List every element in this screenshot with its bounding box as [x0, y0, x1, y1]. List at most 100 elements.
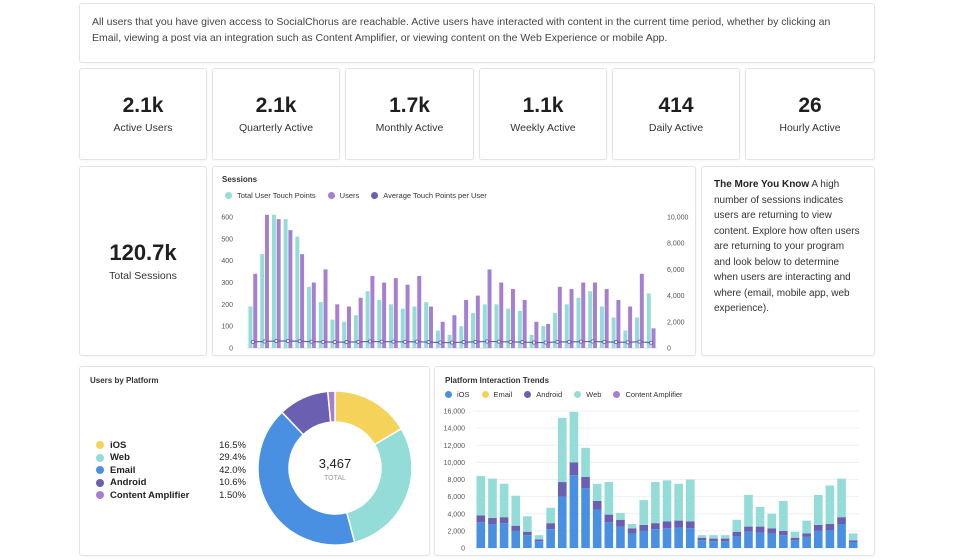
- bar-users: [475, 295, 480, 348]
- stacked-bar-segment: [744, 531, 753, 548]
- stacked-bar-segment: [802, 520, 811, 534]
- y-tick-label-left: 600: [221, 215, 233, 222]
- stacked-bar-segment: [744, 494, 753, 527]
- stacked-bar-segment: [813, 530, 823, 548]
- bar-touch-points: [459, 326, 464, 348]
- trends-chart-title: Platform Interaction Trends: [445, 376, 550, 385]
- total-sessions-card[interactable]: 120.7k Total Sessions: [79, 166, 207, 356]
- stat-label: Daily Active: [648, 122, 704, 134]
- info-text: All users that you have given access to …: [92, 16, 831, 44]
- bar-touch-points: [377, 299, 382, 348]
- y-tick-label: 4,000: [447, 511, 465, 518]
- stacked-bar-segment: [674, 527, 683, 548]
- bar-touch-points: [389, 304, 394, 348]
- bar-users: [264, 214, 269, 348]
- platform-legend-row[interactable]: Email 42.0%: [96, 464, 246, 477]
- bar-touch-points: [271, 214, 276, 348]
- stacked-bar-segment: [523, 535, 532, 548]
- platform-name: Android: [110, 477, 147, 489]
- stacked-bar-segment: [546, 523, 555, 530]
- platform-pct: 16.5%: [219, 439, 246, 451]
- legend-item[interactable]: Users: [327, 191, 360, 200]
- stat-hourly-active[interactable]: 26 Hourly Active: [745, 68, 875, 160]
- stacked-bar-segment: [767, 533, 777, 548]
- platform-name: Email: [110, 464, 136, 476]
- legend-item[interactable]: Email: [481, 390, 512, 399]
- bar-users: [288, 230, 293, 348]
- bar-users: [510, 289, 515, 348]
- point-average-touch-points: [625, 340, 630, 345]
- legend-item[interactable]: Content Amplifier: [613, 390, 683, 399]
- stat-daily-active[interactable]: 414 Daily Active: [612, 68, 740, 160]
- point-average-touch-points: [285, 338, 291, 344]
- stacked-bar-segment: [511, 525, 521, 531]
- bar-touch-points: [646, 293, 651, 348]
- point-average-touch-points: [426, 340, 431, 345]
- platform-legend-row[interactable]: Content Amplifier 1.50%: [96, 489, 246, 502]
- stacked-bar-segment: [767, 528, 777, 534]
- point-average-touch-points: [309, 339, 314, 344]
- total-sessions-value: 120.7k: [109, 240, 177, 265]
- stacked-bar-segment: [604, 522, 614, 548]
- stat-quarterly-active[interactable]: 2.1k Quarterly Active: [212, 68, 340, 160]
- bar-users: [346, 306, 351, 348]
- stacked-bar-segment: [837, 524, 846, 548]
- donut-slice: [326, 390, 336, 424]
- platform-legend-row[interactable]: Web 29.4%: [96, 452, 246, 465]
- point-average-touch-points: [496, 339, 501, 344]
- stacked-bar-segment: [674, 520, 683, 528]
- platform-legend-row[interactable]: Android 10.6%: [96, 477, 246, 490]
- stacked-bar-segment: [755, 532, 765, 548]
- point-average-touch-points: [473, 339, 478, 344]
- y-tick-label: 12,000: [444, 443, 466, 450]
- legend-item[interactable]: Android: [524, 390, 562, 399]
- stat-weekly-active[interactable]: 1.1k Weekly Active: [479, 68, 607, 160]
- donut-center-value: 3,467: [319, 456, 352, 471]
- info-banner: All users that you have given access to …: [79, 3, 875, 63]
- point-average-touch-points: [403, 339, 408, 344]
- platform-legend-row[interactable]: iOS 16.5%: [96, 439, 246, 452]
- stacked-bar-segment: [592, 509, 602, 548]
- stat-monthly-active[interactable]: 1.7k Monthly Active: [345, 68, 474, 160]
- point-average-touch-points: [438, 340, 443, 345]
- legend-label: Users: [339, 191, 360, 200]
- stat-active-users[interactable]: 2.1k Active Users: [79, 68, 207, 160]
- platform-pct: 42.0%: [219, 464, 246, 476]
- legend-item[interactable]: Total User Touch Points: [225, 191, 316, 200]
- stacked-bar-segment: [685, 528, 695, 548]
- point-average-touch-points: [274, 338, 279, 344]
- y-tick-label-right: 0: [667, 346, 671, 353]
- total-sessions-label: Total Sessions: [109, 270, 177, 282]
- point-average-touch-points: [250, 339, 255, 344]
- legend-label: iOS: [457, 390, 470, 399]
- bar-touch-points: [471, 313, 476, 348]
- stacked-bar-segment: [592, 483, 602, 501]
- y-tick-label-left: 100: [221, 324, 233, 331]
- stat-value: 414: [658, 94, 694, 117]
- stacked-bar-segment: [848, 542, 858, 548]
- bar-users: [335, 304, 340, 348]
- stacked-bar-segment: [511, 495, 521, 526]
- point-average-touch-points: [602, 339, 607, 344]
- platform-name: Web: [110, 452, 130, 464]
- legend-item[interactable]: Web: [574, 390, 601, 399]
- bar-touch-points: [260, 254, 265, 348]
- legend-item[interactable]: Average Touch Points per User: [371, 191, 487, 200]
- bar-users: [616, 299, 621, 348]
- stacked-bar-segment: [604, 514, 614, 523]
- y-tick-label-left: 0: [229, 346, 233, 353]
- stacked-bar-segment: [639, 530, 649, 548]
- platform-chart-title: Users by Platform: [90, 376, 159, 385]
- point-average-touch-points: [391, 339, 396, 344]
- stacked-bar-segment: [511, 530, 521, 548]
- y-tick-label-right: 10,000: [667, 215, 689, 222]
- sessions-chart-title: Sessions: [222, 175, 258, 184]
- stacked-bar-segment: [581, 488, 590, 548]
- stacked-bar-segment: [732, 531, 742, 537]
- bar-touch-points: [623, 330, 628, 348]
- stacked-bar-segment: [557, 482, 567, 497]
- legend-item[interactable]: iOS: [445, 390, 470, 399]
- y-tick-label-left: 300: [221, 280, 233, 287]
- bar-touch-points: [447, 334, 452, 348]
- bar-touch-points: [295, 236, 300, 348]
